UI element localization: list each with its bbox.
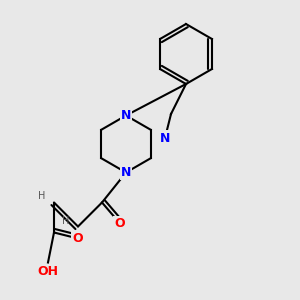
Text: OH: OH [38,265,58,278]
Text: H: H [62,215,70,226]
Text: N: N [121,109,131,122]
Text: H: H [38,191,46,202]
Text: N: N [160,131,170,145]
Text: O: O [115,217,125,230]
Text: N: N [121,166,131,179]
Text: O: O [73,232,83,245]
